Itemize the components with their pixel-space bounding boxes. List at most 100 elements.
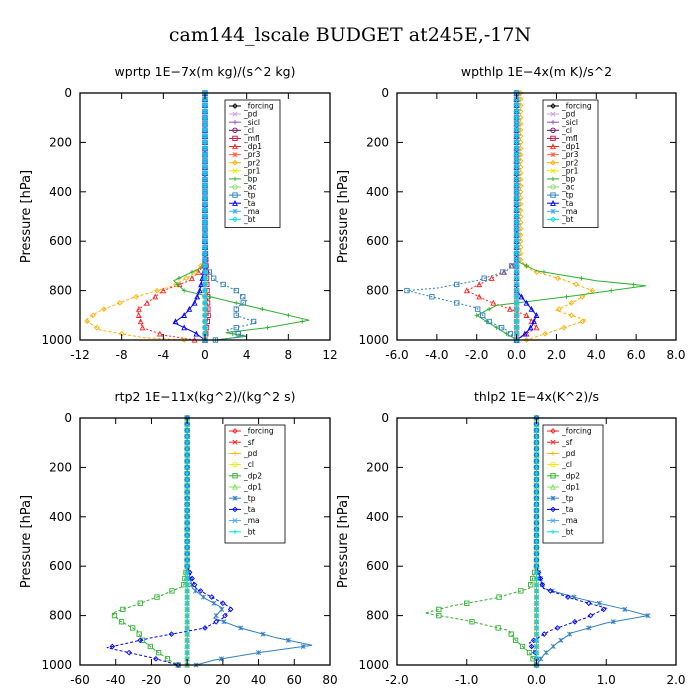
series-point [184, 483, 190, 489]
series-point [101, 306, 107, 312]
y-tick-label: 1000 [41, 333, 72, 347]
series-point [84, 318, 90, 325]
series-point [512, 637, 519, 643]
series-point [202, 287, 208, 294]
series-point [609, 288, 614, 293]
legend-label: _pd [561, 449, 576, 458]
series-point [208, 594, 215, 600]
series-point [184, 631, 190, 637]
legend-entry: _dp1 [229, 483, 262, 492]
y-axis-label: Pressure [hPa] [19, 170, 34, 263]
legend-marker [550, 473, 556, 479]
series-point [572, 618, 578, 625]
series-point [202, 244, 208, 251]
series-point [130, 625, 136, 631]
series-point [513, 337, 520, 343]
legend-marker [550, 111, 556, 117]
legend-label: _pd [243, 110, 258, 119]
y-tick-label: 0 [381, 86, 389, 100]
legend-marker [232, 120, 238, 125]
legend-label: _bt [243, 215, 256, 224]
series-point [534, 625, 539, 631]
series-point [554, 625, 561, 631]
series-point [475, 306, 481, 312]
series-point [203, 275, 210, 281]
legend-label: _sf [243, 438, 255, 447]
legend-label: _pd [243, 449, 258, 458]
series-point [513, 306, 520, 312]
series-point [534, 619, 539, 624]
series-point [147, 643, 153, 650]
legend-label: _ma [561, 207, 578, 216]
series-point [513, 287, 520, 294]
series-point [184, 601, 190, 606]
series-point [184, 428, 190, 433]
legend-entry: _ta [229, 505, 255, 514]
series-point [184, 496, 190, 501]
series-point [538, 656, 544, 662]
series-point [184, 526, 190, 532]
legend-label: _forcing [243, 427, 274, 436]
series-point [202, 188, 208, 195]
legend-marker [232, 143, 238, 150]
series-point [184, 489, 190, 495]
legend-entry: _dp1 [547, 483, 580, 492]
x-tick-label: -2.0 [465, 348, 488, 362]
series-point [486, 318, 492, 325]
series-point [250, 318, 257, 325]
legend-entry: _ma [547, 516, 578, 525]
legend-entry: _bp [229, 175, 258, 184]
legend-label: _pd [561, 110, 576, 119]
series-point [265, 325, 270, 330]
series-point [202, 139, 208, 146]
series-point [184, 440, 190, 445]
series-point [199, 275, 206, 281]
series-point [220, 281, 226, 288]
series-point [160, 287, 167, 294]
y-tick-label: 200 [366, 460, 389, 474]
panel-title: thlp2 1E−4x(K^2)/s [474, 389, 599, 404]
series-point [202, 250, 208, 257]
series-point [184, 514, 190, 519]
series-point [260, 306, 265, 312]
panel-1: wprtp 1E−7x(m kg)/(s^2 kg) Pressure [hPa]… [19, 64, 338, 362]
series-point [184, 564, 190, 569]
series-line [106, 418, 233, 666]
series-point [94, 324, 100, 331]
legend-marker [232, 428, 238, 434]
series-point [527, 324, 534, 331]
legend-label: _pr1 [561, 166, 579, 175]
legend-entry: _pr2 [229, 158, 261, 167]
series-point [508, 631, 514, 637]
legend-label: _cl [561, 126, 572, 135]
series-point [184, 644, 190, 649]
series-line [172, 93, 206, 341]
legend-label: _mfl [243, 134, 260, 143]
series-point [233, 287, 239, 294]
series-point [518, 588, 524, 594]
series-point [534, 446, 539, 452]
legend-marker [550, 152, 556, 158]
series-point [534, 613, 539, 618]
legend-entry: _sicl [229, 118, 260, 127]
series-point [202, 127, 208, 133]
series-point [533, 312, 540, 318]
legend-marker [232, 176, 238, 182]
legend-entry: _forcing [547, 427, 592, 436]
series-point [564, 294, 569, 299]
legend-entry: _bt [229, 527, 256, 536]
series-point [136, 631, 142, 637]
series-point [474, 313, 479, 318]
series-point [197, 588, 204, 594]
legend-marker [550, 483, 556, 490]
legend-label: _ac [243, 183, 256, 192]
x-tick-label: 8 [285, 348, 293, 362]
x-tick-label: -2.0 [385, 673, 408, 687]
series-point [256, 650, 262, 656]
series-point [120, 606, 126, 613]
series-dp2 [424, 415, 540, 668]
series-ta [106, 415, 234, 668]
series-point [596, 600, 602, 606]
legend-label: _forcing [561, 102, 592, 111]
